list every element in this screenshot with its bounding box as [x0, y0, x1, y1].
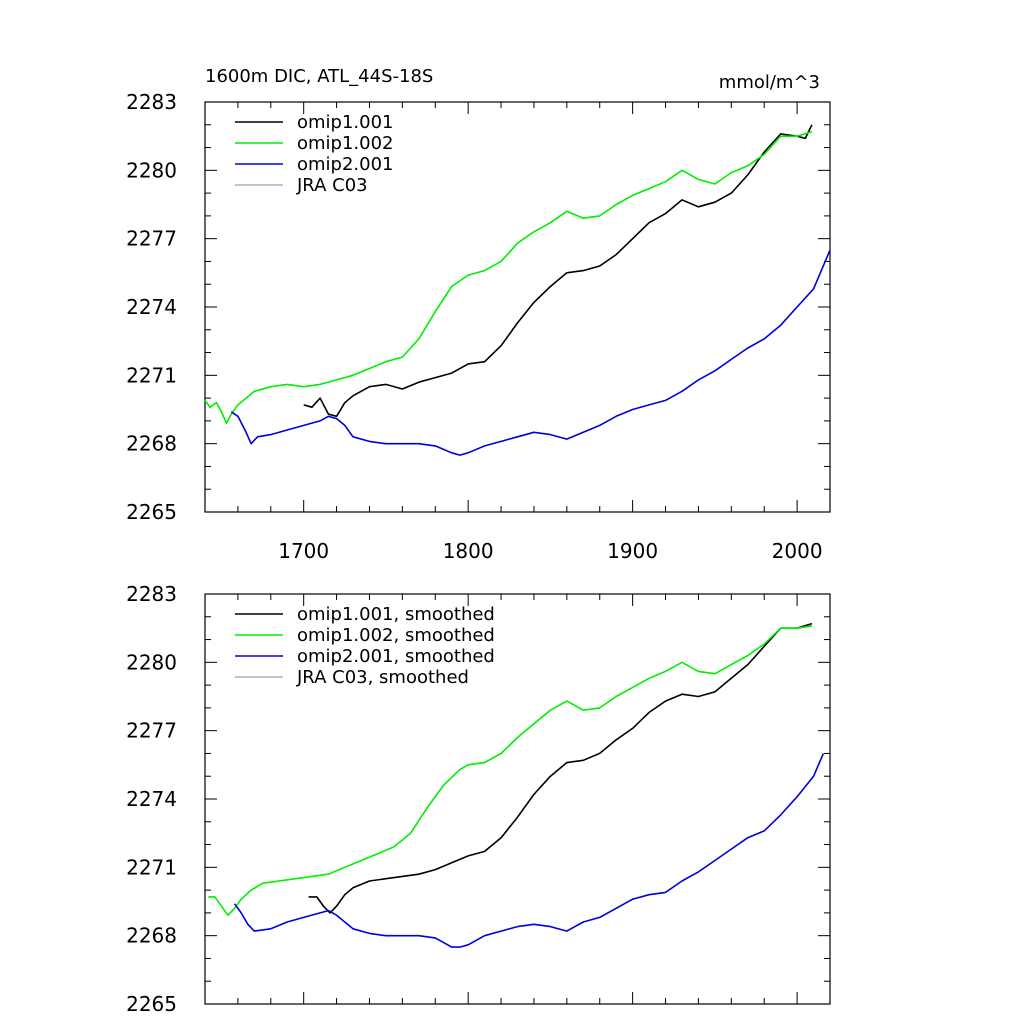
x-tick-label: 1700 [278, 539, 329, 563]
y-tick-label: 2265 [126, 992, 177, 1016]
x-tick-label: 1800 [443, 539, 494, 563]
y-tick-label: 2274 [126, 787, 177, 811]
y-tick-label: 2280 [126, 650, 177, 674]
x-tick-label: 1900 [607, 539, 658, 563]
legend-label: JRA C03 [296, 175, 368, 196]
legend-label: JRA C03, smoothed [296, 667, 469, 688]
y-tick-label: 2280 [126, 158, 177, 182]
bottom-panel: 2265 2268 2271 2274 2277 2280 2283 omip1.001, s… [126, 582, 831, 1016]
legend-label: omip2.001, smoothed [297, 646, 495, 667]
y-tick-label: 2283 [126, 582, 177, 606]
units-label: mmol/m^3 [719, 72, 820, 93]
y-tick-label: 2277 [126, 227, 177, 251]
series-line [230, 249, 831, 456]
legend-label: omip1.001, smoothed [297, 604, 495, 625]
y-tick-label: 2274 [126, 295, 177, 319]
series-line [233, 753, 825, 948]
top-panel: 1600m DIC, ATL_44S-18S mmol/m^3 2265 2268… [126, 66, 831, 563]
y-tick-label: 2271 [126, 363, 177, 387]
series-line [308, 622, 813, 914]
y-tick-label: 2268 [126, 924, 177, 948]
y-tick-label: 2265 [126, 500, 177, 524]
x-tick-label: 2000 [772, 539, 823, 563]
legend-label: omip1.002 [297, 133, 394, 154]
legend-label: omip1.001 [297, 112, 394, 133]
chart-title: 1600m DIC, ATL_44S-18S [205, 66, 433, 87]
series-line [303, 124, 813, 418]
legend-label: omip2.001 [297, 154, 394, 175]
y-tick-label: 2283 [126, 90, 177, 114]
legend-label: omip1.002, smoothed [297, 625, 495, 646]
series-line [208, 625, 813, 916]
y-tick-label: 2271 [126, 855, 177, 879]
y-tick-label: 2277 [126, 719, 177, 743]
y-tick-label: 2268 [126, 432, 177, 456]
series-line [204, 130, 813, 424]
